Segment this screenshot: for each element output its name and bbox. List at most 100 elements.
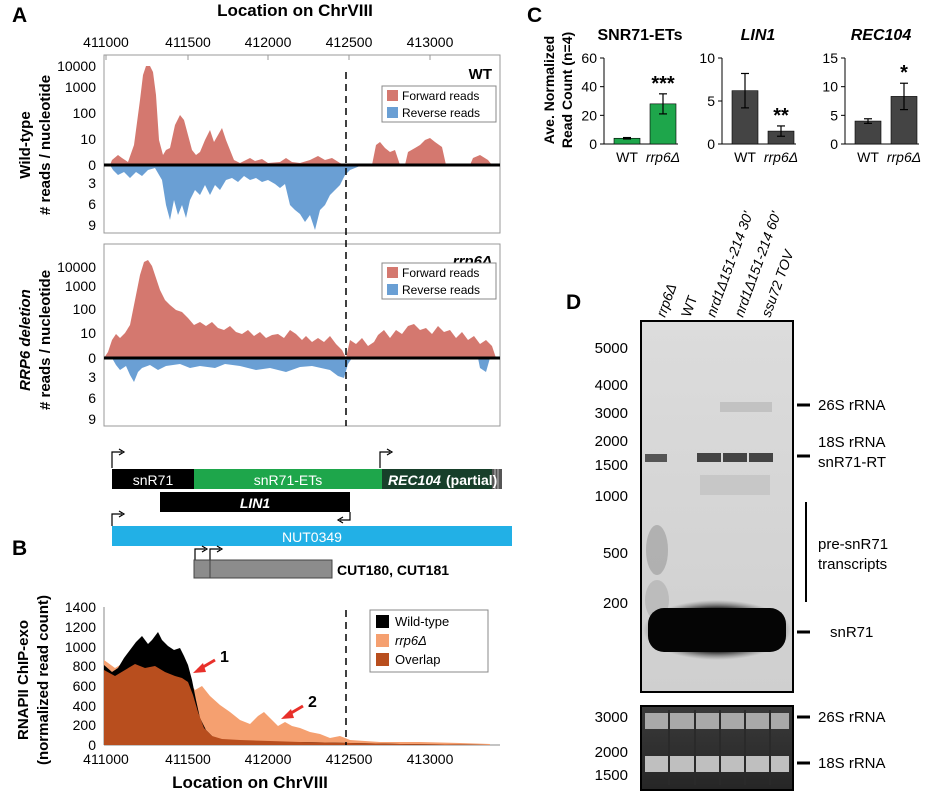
wt-reverse-reads xyxy=(110,165,364,230)
panel-c-ytick-0-2: 40 xyxy=(581,79,597,95)
lin1-label: LIN1 xyxy=(240,495,271,511)
snR71-block xyxy=(112,469,194,489)
panel-c-ylabel: Ave. Normalized Read Count (n=4) xyxy=(541,32,575,148)
overlap-chip-trace xyxy=(104,664,490,745)
rec104-label: REC104 xyxy=(388,472,441,488)
panel-label-a: A xyxy=(12,4,27,27)
marker-2000: 2000 xyxy=(595,433,628,450)
wt-y-ticks: 10000 1000 100 10 0 3 6 9 xyxy=(57,58,96,233)
x-tick-412500: 412500 xyxy=(326,34,373,50)
rrp6-y-tick-0: 0 xyxy=(88,350,96,366)
marker-5000: 5000 xyxy=(595,340,628,357)
x-tick-411000: 411000 xyxy=(83,34,129,50)
marker-500: 500 xyxy=(603,545,628,562)
wt-legend-forward: Forward reads xyxy=(402,89,479,103)
rrp6-reverse-reads xyxy=(112,358,490,382)
b-y-tick-800: 800 xyxy=(73,658,97,674)
panel-c-category-0-1: rrp6Δ xyxy=(646,149,680,165)
rrp6-y-tick-9: 9 xyxy=(88,411,96,427)
arrow-2-label: 2 xyxy=(308,694,317,711)
wt-legend: Forward reads Reverse reads xyxy=(381,85,497,123)
lin1-arrow xyxy=(340,512,351,521)
x-tick-412000: 412000 xyxy=(245,34,292,50)
panel-b-ylabel: RNAPII ChIP-exo (normalized read count) xyxy=(15,595,52,765)
panel-c-category-1-0: WT xyxy=(734,149,756,165)
gel2-marker-1500: 1500 xyxy=(595,767,628,784)
gel2-band-labels: 26S rRNA 18S rRNA xyxy=(797,709,886,772)
b-x-tick-411500: 411500 xyxy=(165,751,211,767)
panel-c-category-2-1: rrp6Δ xyxy=(887,149,921,165)
band-snr71-rt: snR71-RT xyxy=(818,454,886,471)
b-y-tick-400: 400 xyxy=(73,698,97,714)
nut0349-block xyxy=(112,526,512,546)
rrp6-forward-reads xyxy=(104,260,496,358)
panel-label-b: B xyxy=(12,537,27,560)
rrp6-legend-reverse: Reverse reads xyxy=(402,283,480,297)
ethidium-gel xyxy=(640,705,794,791)
arrow-2: 2 xyxy=(281,694,317,719)
snR71-ets-label: snR71-ETs xyxy=(254,472,322,488)
panel-b-x-ticks: 411000 411500 412000 412500 413000 xyxy=(83,751,453,767)
wt-y-tick-9: 9 xyxy=(88,217,96,233)
legend-wt: Wild-type xyxy=(395,614,449,629)
rrp6-y-ticks: 10000 1000 100 10 0 3 6 9 xyxy=(57,259,96,427)
legend-overlap: Overlap xyxy=(395,652,441,667)
panel-label-c: C xyxy=(527,4,542,27)
band-snr71: snR71 xyxy=(830,624,873,641)
wt-ylabel-line1: Wild-type xyxy=(17,111,34,178)
tss-arrow-rec104 xyxy=(379,451,390,468)
northern-blot xyxy=(640,320,794,693)
band-26s: 26S rRNA xyxy=(818,397,886,414)
rrp6-y-tick-10: 10 xyxy=(80,325,96,341)
tss-arrow-nut xyxy=(111,513,122,526)
gel2-size-markers: 3000 2000 1500 xyxy=(595,709,628,784)
wt-y-tick-1000: 1000 xyxy=(65,79,96,95)
rec104-block xyxy=(382,469,492,489)
b-y-tick-1200: 1200 xyxy=(65,619,96,635)
b-x-tick-412000: 412000 xyxy=(245,751,292,767)
wt-ylabel: Wild-type # reads / nucleotide xyxy=(17,75,54,215)
gel2-band-26s: 26S rRNA xyxy=(818,709,886,726)
rrp6-y-tick-100: 100 xyxy=(73,301,97,317)
marker-1000: 1000 xyxy=(595,488,628,505)
x-tick-411500: 411500 xyxy=(165,34,211,50)
rrp6-ylabel: RRP6 deletion # reads / nucleotide xyxy=(17,270,54,410)
b-x-tick-411000: 411000 xyxy=(83,751,129,767)
marker-1500: 1500 xyxy=(595,457,628,474)
panel-c-title-2: REC104 xyxy=(851,27,912,44)
panel-b-legend: Wild-type rrp6Δ Overlap xyxy=(369,609,489,673)
wt-y-tick-6: 6 xyxy=(88,196,96,212)
panel-c-title-1: LIN1 xyxy=(741,27,776,44)
panel-c-ytick-0-3: 60 xyxy=(581,50,597,66)
wt-y-tick-10000: 10000 xyxy=(57,58,96,74)
rrp6-legend-forward: Forward reads xyxy=(402,266,479,280)
wt-y-tick-0: 0 xyxy=(88,157,96,173)
arrow-1-label: 1 xyxy=(220,649,229,666)
panel-b-chart: 1 2 Wild-type rrp6Δ Overlap 0 200 400 60… xyxy=(15,595,500,792)
b-y-tick-1400: 1400 xyxy=(65,599,96,615)
panel-c-ytick-2-0: 0 xyxy=(830,136,838,152)
b-y-tick-1000: 1000 xyxy=(65,639,96,655)
rrp6-ylabel-line1: RRP6 deletion xyxy=(17,289,34,391)
panel-c-ytick-1-1: 5 xyxy=(707,93,715,109)
gel2-marker-2000: 2000 xyxy=(595,744,628,761)
panel-c-category-1-1: rrp6Δ xyxy=(764,149,798,165)
panel-c-ytick-1-0: 0 xyxy=(707,136,715,152)
rrp6-y-tick-6: 6 xyxy=(88,390,96,406)
arrow-1: 1 xyxy=(193,649,229,673)
gene-annotation: snR71 snR71-ETs REC104 (partial) LIN1 NU… xyxy=(111,448,512,579)
band-pre-snr71-transcripts: transcripts xyxy=(818,556,887,573)
marker-3000: 3000 xyxy=(595,405,628,422)
panel-c-bar-2-0 xyxy=(854,120,882,145)
b-y-tick-600: 600 xyxy=(73,678,97,694)
lane-label-wt: WT xyxy=(678,293,701,319)
panel-c-ytick-1-2: 10 xyxy=(699,50,715,66)
panel-label-d: D xyxy=(566,291,581,314)
cut-block xyxy=(193,559,333,579)
nut0349-label: NUT0349 xyxy=(282,529,342,545)
band-18s: 18S rRNA xyxy=(818,434,886,451)
gel2-marker-3000: 3000 xyxy=(595,709,628,726)
panel-c-ytick-2-3: 15 xyxy=(822,50,838,66)
